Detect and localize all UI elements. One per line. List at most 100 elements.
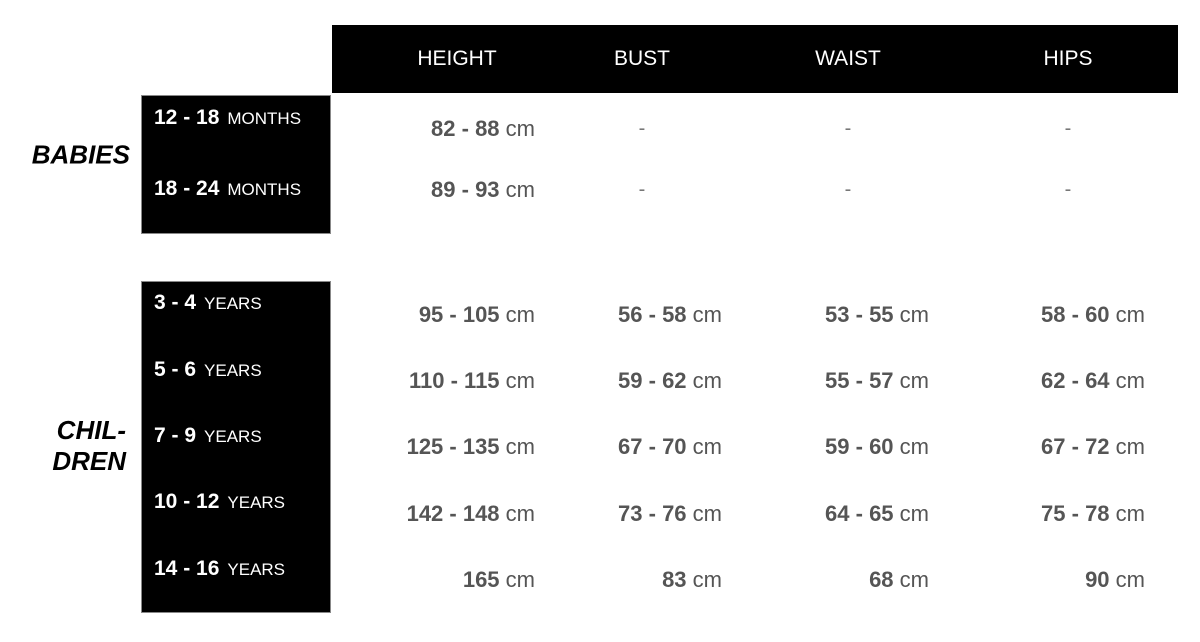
empty-value: - <box>638 178 646 201</box>
babies-size-box <box>141 95 331 234</box>
value-unit: cm <box>692 368 722 393</box>
empty-value: - <box>638 117 646 140</box>
value-number: 83 <box>662 567 687 592</box>
value-unit: cm <box>505 567 535 592</box>
value-number: 165 <box>462 567 500 592</box>
column-header: HEIGHT <box>417 47 497 70</box>
size-label: 10 - 12 YEARS <box>154 490 285 514</box>
value-number: 90 <box>1085 567 1110 592</box>
value-unit: cm <box>899 368 929 393</box>
size-unit: YEARS <box>227 493 286 512</box>
value-unit: cm <box>692 434 722 459</box>
value-unit: cm <box>1115 567 1145 592</box>
size-unit: MONTHS <box>227 180 302 199</box>
size-unit: YEARS <box>204 427 262 446</box>
value-unit: cm <box>505 368 535 393</box>
empty-value: - <box>844 117 852 140</box>
measurement-value: 59 - 62 cm <box>618 368 722 394</box>
size-label: 18 - 24 MONTHS <box>154 177 301 201</box>
value-unit: cm <box>692 501 722 526</box>
size-unit: YEARS <box>204 361 262 380</box>
column-header: HIPS <box>1043 47 1093 70</box>
size-unit: YEARS <box>204 294 262 313</box>
value-unit: cm <box>899 434 929 459</box>
measurement-value: 89 - 93 cm <box>431 177 535 203</box>
value-number: 75 - 78 <box>1041 501 1110 526</box>
value-number: 68 <box>869 567 894 592</box>
column-header: WAIST <box>815 47 881 70</box>
measurement-value: 73 - 76 cm <box>618 501 722 527</box>
size-label: 12 - 18 MONTHS <box>154 106 301 130</box>
size-range: 18 - 24 <box>154 177 220 200</box>
value-number: 55 - 57 <box>825 368 894 393</box>
value-number: 67 - 70 <box>618 434 687 459</box>
size-label: 5 - 6 YEARS <box>154 358 262 382</box>
group-label-babies: BABIES <box>31 139 130 170</box>
value-number: 59 - 62 <box>618 368 687 393</box>
value-number: 89 - 93 <box>431 177 500 202</box>
measurement-value: 62 - 64 cm <box>1041 368 1145 394</box>
measurement-value: 55 - 57 cm <box>825 368 929 394</box>
size-range: 12 - 18 <box>154 106 220 129</box>
value-number: 95 - 105 <box>418 302 500 327</box>
measurement-value: 53 - 55 cm <box>825 302 929 328</box>
value-unit: cm <box>899 567 929 592</box>
value-number: 73 - 76 <box>618 501 687 526</box>
value-unit: cm <box>692 567 722 592</box>
value-unit: cm <box>1115 501 1145 526</box>
value-unit: cm <box>505 177 535 202</box>
value-unit: cm <box>505 116 535 141</box>
value-number: 58 - 60 <box>1041 302 1110 327</box>
value-unit: cm <box>1115 368 1145 393</box>
value-unit: cm <box>899 501 929 526</box>
size-label: 14 - 16 YEARS <box>154 557 285 581</box>
measurement-value: 56 - 58 cm <box>618 302 722 328</box>
measurement-value: 165 cm <box>463 567 535 593</box>
children-size-box <box>141 281 331 613</box>
value-number: 110 - 115 <box>409 368 500 393</box>
size-range: 3 - 4 <box>154 291 197 314</box>
size-range: 14 - 16 <box>154 557 220 580</box>
value-unit: cm <box>1115 302 1145 327</box>
group-label-line: DREN <box>52 446 126 476</box>
value-unit: cm <box>1115 434 1145 459</box>
column-header: BUST <box>613 47 671 70</box>
value-unit: cm <box>899 302 929 327</box>
value-number: 82 - 88 <box>431 116 500 141</box>
empty-value: - <box>1064 117 1072 140</box>
measurement-value: 82 - 88 cm <box>431 116 535 142</box>
value-number: 62 - 64 <box>1041 368 1110 393</box>
measurement-value: 67 - 70 cm <box>618 434 722 460</box>
size-range: 7 - 9 <box>154 424 197 447</box>
measurement-value: 59 - 60 cm <box>825 434 929 460</box>
measurement-value: 67 - 72 cm <box>1041 434 1145 460</box>
value-number: 67 - 72 <box>1041 434 1110 459</box>
measurement-value: 68 cm <box>869 567 929 593</box>
value-unit: cm <box>505 501 535 526</box>
measurement-value: 83 cm <box>662 567 722 593</box>
value-number: 64 - 65 <box>825 501 894 526</box>
measurement-value: 75 - 78 cm <box>1041 501 1145 527</box>
value-unit: cm <box>505 302 535 327</box>
empty-value: - <box>844 178 852 201</box>
measurement-value: 125 - 135 cm <box>407 434 535 460</box>
measurement-value: 142 - 148 cm <box>407 501 535 527</box>
size-range: 10 - 12 <box>154 490 220 513</box>
header-bar <box>332 25 1178 93</box>
value-number: 142 - 148 <box>406 501 500 526</box>
size-label: 7 - 9 YEARS <box>154 424 262 448</box>
size-range: 5 - 6 <box>154 358 197 381</box>
size-unit: YEARS <box>227 560 286 579</box>
empty-value: - <box>1064 178 1072 201</box>
measurement-value: 110 - 115 cm <box>409 368 535 394</box>
measurement-value: 95 - 105 cm <box>419 302 535 328</box>
measurement-value: 64 - 65 cm <box>825 501 929 527</box>
size-unit: MONTHS <box>227 109 302 128</box>
value-number: 125 - 135 <box>406 434 500 459</box>
value-number: 59 - 60 <box>825 434 894 459</box>
measurement-value: 58 - 60 cm <box>1041 302 1145 328</box>
size-label: 3 - 4 YEARS <box>154 291 262 315</box>
measurement-value: 90 cm <box>1085 567 1145 593</box>
group-label-children: CHIL- DREN <box>52 415 126 477</box>
value-number: 53 - 55 <box>825 302 894 327</box>
